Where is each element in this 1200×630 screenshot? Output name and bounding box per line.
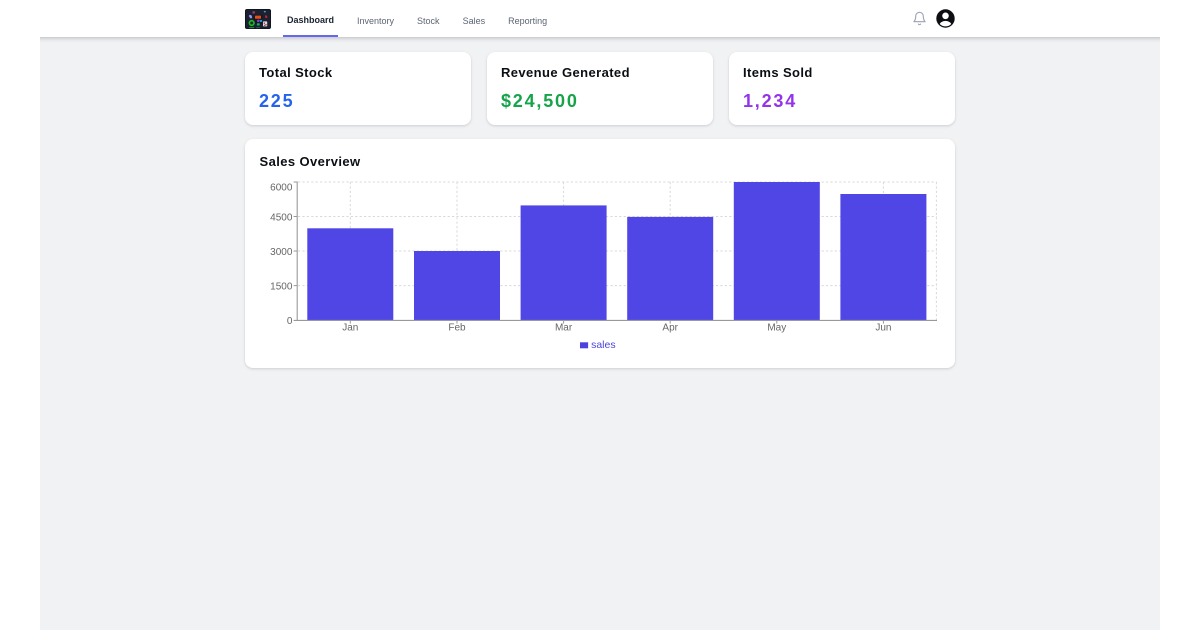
svg-text:1500: 1500	[270, 282, 293, 293]
svg-text:Jun: Jun	[875, 323, 891, 334]
svg-text:4500: 4500	[270, 213, 293, 224]
svg-text:May: May	[767, 323, 786, 334]
svg-text:Feb: Feb	[448, 323, 466, 334]
svg-text:0: 0	[287, 316, 293, 327]
svg-text:Mar: Mar	[555, 323, 573, 334]
svg-text:Jan: Jan	[342, 323, 358, 334]
svg-text:6000: 6000	[270, 182, 293, 193]
svg-text:sales: sales	[591, 339, 616, 351]
svg-text:3000: 3000	[270, 247, 293, 258]
svg-text:Apr: Apr	[662, 323, 678, 334]
